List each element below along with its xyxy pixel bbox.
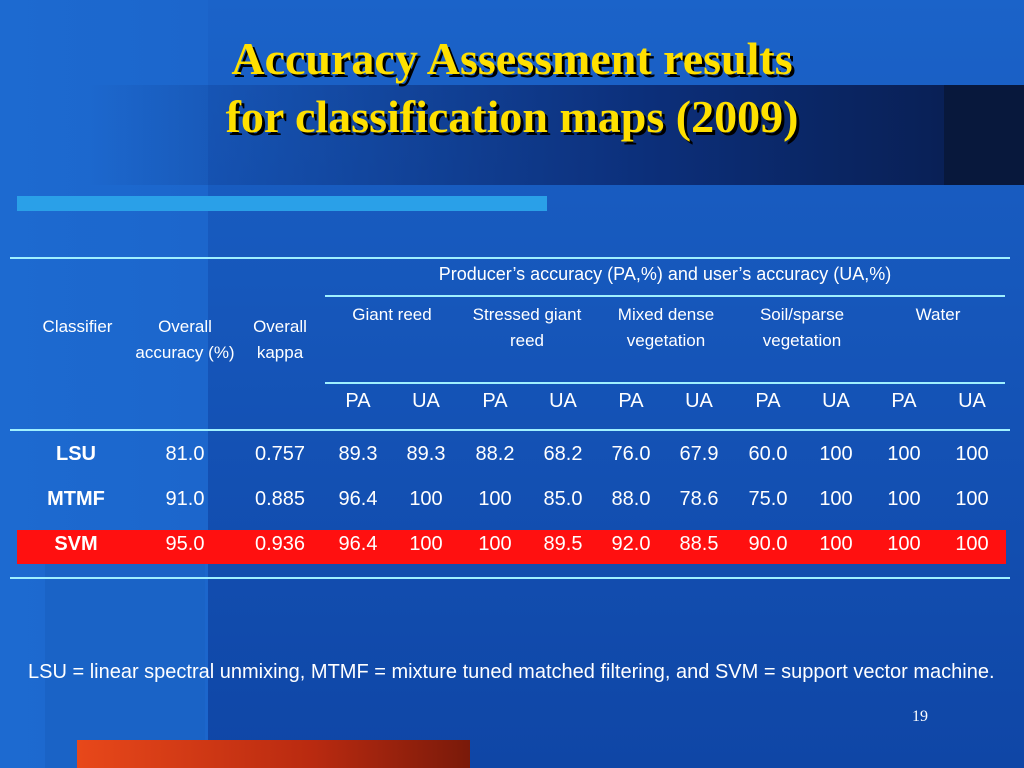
row-value-pa: 76.0 — [611, 443, 651, 465]
row-value-pa: 96.4 — [338, 488, 378, 510]
title-line-2: for classification maps (2009) — [225, 91, 799, 142]
row-value-pa: 100 — [887, 533, 921, 555]
row-value-ua: 100 — [409, 533, 443, 555]
table-bottom-rule — [10, 577, 1010, 579]
row-value-pa: 100 — [887, 443, 921, 465]
row-value-pa: 88.2 — [475, 443, 515, 465]
subheader-pa: PA — [755, 390, 781, 412]
background-column-lower — [45, 560, 205, 768]
row-value-pa: 100 — [478, 488, 512, 510]
subheader-pa: PA — [618, 390, 644, 412]
accent-strip — [17, 196, 547, 211]
row-value-pa: 100 — [887, 488, 921, 510]
row-overall-accuracy: 95.0 — [165, 533, 205, 555]
subheader-pa: PA — [345, 390, 371, 412]
subheader-ua: UA — [685, 390, 713, 412]
row-value-ua: 89.3 — [406, 443, 446, 465]
row-value-ua: 78.6 — [679, 488, 719, 510]
subheader-ua: UA — [412, 390, 440, 412]
row-value-ua: 100 — [955, 488, 989, 510]
subheader-ua: UA — [549, 390, 577, 412]
svm-row-highlight — [17, 530, 1006, 564]
row-value-pa: 96.4 — [338, 533, 378, 555]
row-value-pa: 92.0 — [611, 533, 651, 555]
row-classifier-name: MTMF — [47, 488, 105, 510]
bottom-accent-strip — [77, 740, 470, 768]
row-value-ua: 100 — [819, 488, 853, 510]
class-rule — [325, 382, 1005, 384]
header-accuracy-group: Producer’s accuracy (PA,%) and user’s ac… — [438, 264, 892, 284]
header-bottom-rule — [10, 429, 1010, 431]
header-class-giant-reed: Giant reed — [352, 305, 432, 324]
page-number: 19 — [912, 708, 928, 725]
header-overall-accuracy: Overall accuracy (%) — [135, 317, 235, 362]
header-overall-kappa: Overall kappa — [253, 317, 307, 362]
footnote: LSU = linear spectral unmixing, MTMF = m… — [28, 661, 995, 683]
group-rule — [325, 295, 1005, 297]
subheader-ua: UA — [822, 390, 850, 412]
row-overall-kappa: 0.885 — [254, 488, 306, 510]
title-band — [85, 85, 1024, 185]
row-value-ua: 68.2 — [543, 443, 583, 465]
row-overall-kappa: 0.936 — [254, 533, 306, 555]
row-value-pa: 89.3 — [338, 443, 378, 465]
header-class-water: Water — [915, 305, 961, 324]
subheader-pa: PA — [891, 390, 917, 412]
subheader-ua: UA — [958, 390, 986, 412]
header-classifier: Classifier — [42, 317, 113, 336]
row-value-ua: 88.5 — [679, 533, 719, 555]
subheader-pa: PA — [482, 390, 508, 412]
row-classifier-name: LSU — [56, 443, 96, 465]
row-value-ua: 100 — [409, 488, 443, 510]
row-value-pa: 60.0 — [748, 443, 788, 465]
title-line-1: Accuracy Assessment results — [231, 33, 793, 84]
row-value-pa: 88.0 — [611, 488, 651, 510]
row-classifier-name: SVM — [54, 533, 98, 555]
row-overall-kappa: 0.757 — [254, 443, 306, 465]
header-class-mixed-dense-vegetation: Mixed dense vegetation — [617, 305, 715, 350]
slide-title: Accuracy Assessment results for classifi… — [0, 30, 1024, 146]
row-value-ua: 100 — [819, 443, 853, 465]
header-class-soil-sparse-vegetation: Soil/sparse vegetation — [759, 305, 845, 350]
row-value-pa: 100 — [478, 533, 512, 555]
row-value-pa: 75.0 — [748, 488, 788, 510]
table-top-rule — [10, 257, 1010, 259]
row-value-pa: 90.0 — [748, 533, 788, 555]
row-value-ua: 100 — [819, 533, 853, 555]
row-value-ua: 100 — [955, 533, 989, 555]
header-class-stressed-giant-reed: Stressed giant reed — [472, 305, 582, 350]
row-value-ua: 67.9 — [679, 443, 719, 465]
row-value-ua: 89.5 — [543, 533, 583, 555]
row-overall-accuracy: 91.0 — [165, 488, 205, 510]
row-overall-accuracy: 81.0 — [165, 443, 205, 465]
row-value-ua: 100 — [955, 443, 989, 465]
row-value-ua: 85.0 — [543, 488, 583, 510]
